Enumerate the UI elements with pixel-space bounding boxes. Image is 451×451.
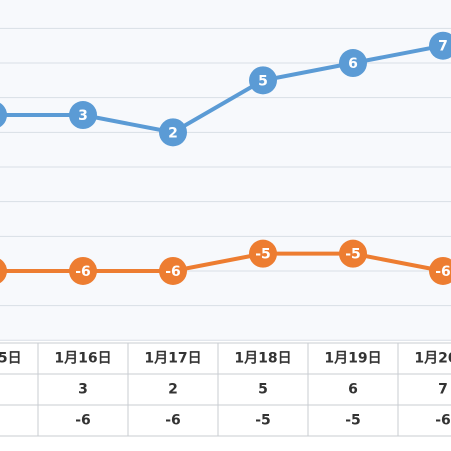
table-value: -5 — [255, 413, 271, 429]
table-value: 3 — [78, 382, 88, 398]
data-label: -5 — [255, 247, 271, 263]
plot-background — [0, 0, 451, 340]
table-value: 7 — [438, 382, 448, 398]
data-label: 7 — [438, 39, 448, 55]
data-label: 5 — [258, 73, 268, 89]
x-tick-label: 1月16日 — [54, 351, 111, 367]
series-line — [0, 251, 444, 273]
table-value: -6 — [0, 413, 1, 429]
point — [69, 256, 97, 285]
table-value: 6 — [348, 382, 358, 398]
data-label: -6 — [0, 264, 1, 280]
x-tick-label: 1月18日 — [234, 351, 291, 367]
point — [429, 31, 451, 60]
data-label: 3 — [78, 108, 88, 124]
point — [159, 256, 187, 285]
point — [249, 66, 277, 95]
point — [69, 101, 97, 130]
point — [339, 239, 367, 268]
data-label: 2 — [168, 125, 178, 141]
data-label: -5 — [345, 247, 361, 263]
table-value: -6 — [75, 413, 91, 429]
x-tick-label: 1月19日 — [324, 351, 381, 367]
x-tick-label: 1月15日 — [0, 351, 22, 367]
point — [339, 49, 367, 78]
x-tick-label: 1月20日 — [414, 351, 451, 367]
point — [429, 256, 451, 285]
data-label: -6 — [165, 264, 181, 280]
point — [0, 258, 7, 284]
x-tick-label: 1月17日 — [144, 351, 201, 367]
point — [159, 118, 187, 147]
data-label: -6 — [435, 264, 451, 280]
point — [0, 102, 7, 128]
table-value: -6 — [435, 413, 451, 429]
data-label: 6 — [348, 56, 358, 72]
point — [249, 239, 277, 268]
table-value: 2 — [168, 382, 178, 398]
series-line — [0, 43, 444, 135]
table-value: 5 — [258, 382, 268, 398]
table-value: -5 — [345, 413, 361, 429]
table-value: -6 — [165, 413, 181, 429]
data-label: -6 — [75, 264, 91, 280]
